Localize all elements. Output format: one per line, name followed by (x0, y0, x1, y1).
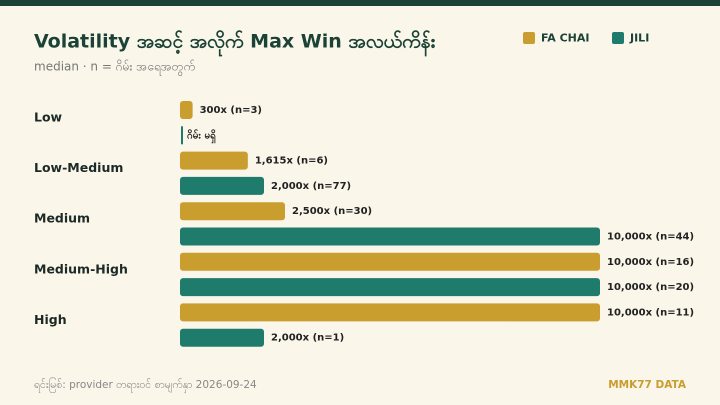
value-label: 2,500x (n=30) (292, 206, 372, 217)
category-label: High (34, 312, 67, 327)
top-stripe (0, 0, 720, 6)
category-label: Low-Medium (34, 160, 123, 175)
legend-label: JILI (629, 32, 649, 45)
legend-label: FA CHAI (541, 32, 589, 45)
value-label: 10,000x (n=16) (607, 257, 694, 268)
bar (180, 101, 193, 119)
category-label: Medium (34, 211, 90, 226)
value-label: 1,615x (n=6) (255, 156, 328, 167)
source-note: ရင်းမြစ်: provider တရားဝင် စာမျက်နှာ 202… (34, 377, 257, 393)
brand: MMK77 DATA (608, 379, 687, 391)
bar (180, 227, 600, 246)
bar (180, 202, 285, 221)
bar (180, 328, 264, 347)
category-label: Low (34, 110, 63, 125)
chart-subtitle: median · n = ဂိမ်း အရေအတွက် (34, 59, 195, 77)
category-label: Medium-High (34, 261, 128, 276)
value-label: 2,000x (n=1) (271, 333, 344, 344)
value-label: 10,000x (n=11) (607, 307, 694, 318)
bar (180, 151, 248, 170)
value-label: 10,000x (n=44) (607, 232, 694, 243)
legend-swatch (612, 32, 624, 44)
value-label: 10,000x (n=20) (607, 282, 694, 293)
value-label: 300x (n=3) (200, 105, 262, 116)
value-label: 2,000x (n=77) (271, 181, 351, 192)
bar (180, 303, 600, 322)
bar (180, 176, 264, 195)
bar (180, 252, 600, 271)
bar (180, 278, 600, 297)
legend-swatch (523, 32, 535, 44)
value-label: ဂိမ်း မရှိ (187, 128, 216, 144)
